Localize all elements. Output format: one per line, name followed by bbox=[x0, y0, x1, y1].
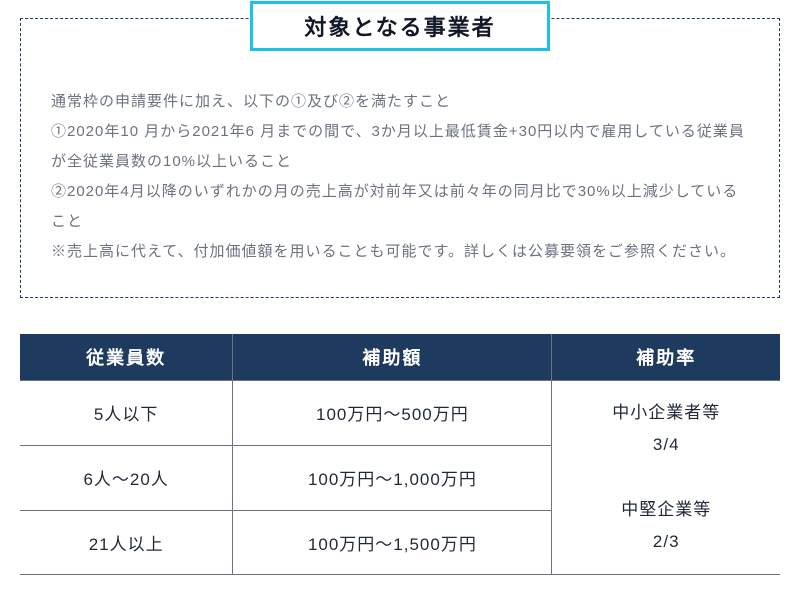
table-row: 5人以下 100万円～500万円 中小企業者等 3/4 中堅企業等 2/3 bbox=[20, 381, 780, 446]
rate-line: 中堅企業等 bbox=[621, 500, 711, 519]
eligibility-line: 通常枠の申請要件に加え、以下の①及び②を満たすこと bbox=[51, 87, 749, 117]
col-amount: 補助額 bbox=[233, 334, 552, 381]
eligibility-body: 通常枠の申請要件に加え、以下の①及び②を満たすこと ①2020年10 月から20… bbox=[51, 87, 749, 267]
eligibility-line: ②2020年4月以降のいずれかの月の売上高が対前年又は前々年の同月比で30%以上… bbox=[51, 177, 749, 237]
cell-employees: 5人以下 bbox=[20, 381, 233, 446]
eligibility-line: ①2020年10 月から2021年6 月までの間で、3か月以上最低賃金+30円以… bbox=[51, 117, 749, 177]
cell-amount: 100万円～1,000万円 bbox=[233, 445, 552, 510]
section-title: 対象となる事業者 bbox=[250, 1, 550, 51]
cell-amount: 100万円～500万円 bbox=[233, 381, 552, 446]
cell-amount: 100万円～1,500万円 bbox=[233, 510, 552, 575]
subsidy-table: 従業員数 補助額 補助率 5人以下 100万円～500万円 中小企業者等 3/4… bbox=[20, 334, 780, 575]
rate-line: 中小企業者等 bbox=[612, 403, 720, 422]
table-header-row: 従業員数 補助額 補助率 bbox=[20, 334, 780, 381]
eligibility-line: ※売上高に代えて、付加価値額を用いることも可能です。詳しくは公募要領をご参照くだ… bbox=[51, 237, 749, 267]
eligibility-section: 対象となる事業者 通常枠の申請要件に加え、以下の①及び②を満たすこと ①2020… bbox=[20, 18, 780, 298]
col-rate: 補助率 bbox=[552, 334, 780, 381]
rate-line: 3/4 bbox=[653, 435, 680, 454]
rate-line: 2/3 bbox=[653, 532, 680, 551]
subsidy-table-wrap: 従業員数 補助額 補助率 5人以下 100万円～500万円 中小企業者等 3/4… bbox=[20, 334, 780, 575]
cell-employees: 21人以上 bbox=[20, 510, 233, 575]
cell-employees: 6人～20人 bbox=[20, 445, 233, 510]
cell-rate-merged: 中小企業者等 3/4 中堅企業等 2/3 bbox=[552, 381, 780, 575]
col-employees: 従業員数 bbox=[20, 334, 233, 381]
